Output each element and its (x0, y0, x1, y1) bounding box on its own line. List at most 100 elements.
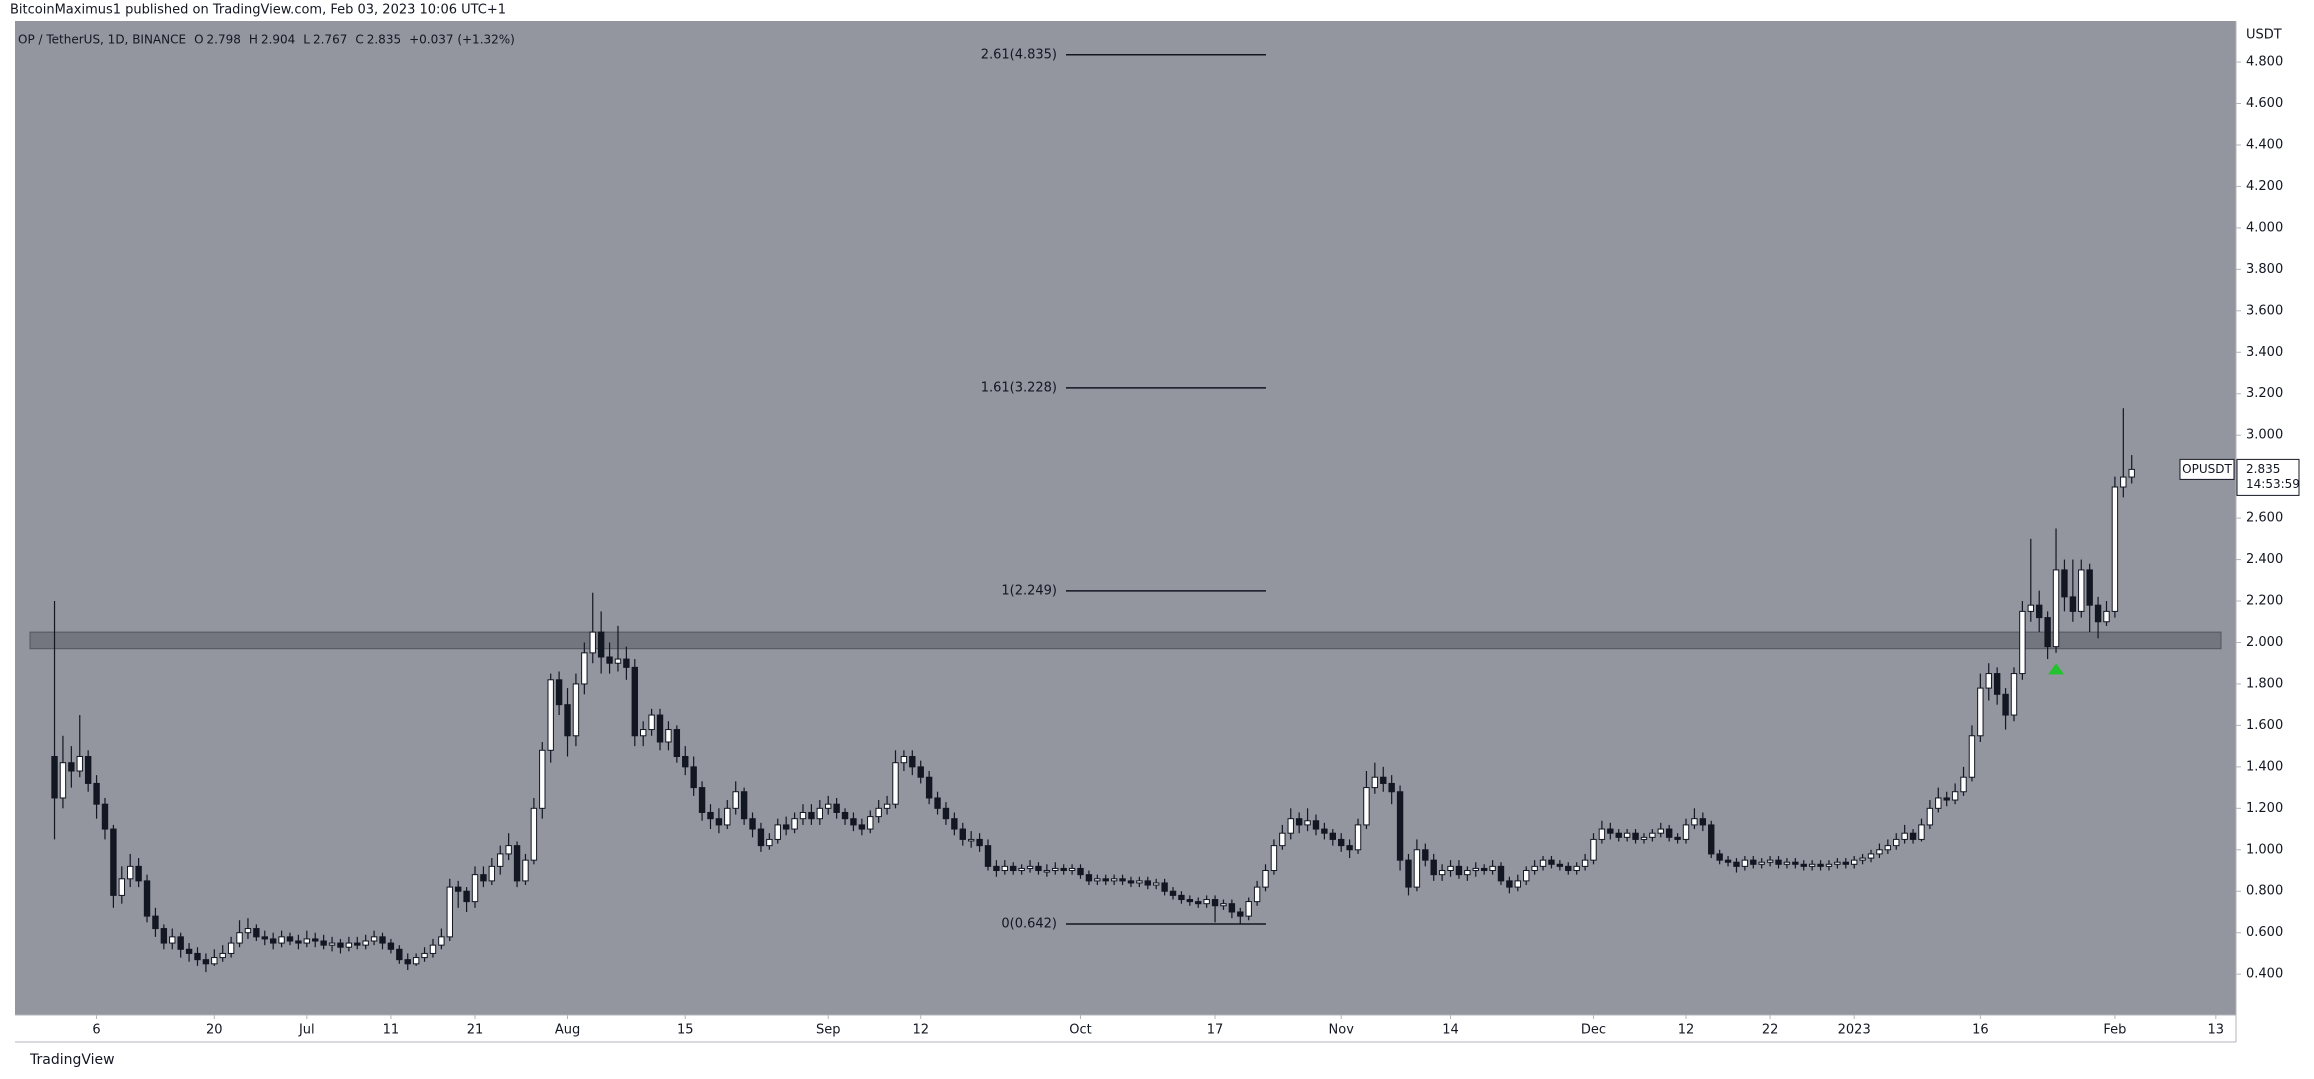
candle-body (1144, 880, 1151, 886)
candle-body (1245, 901, 1252, 917)
candle-body (597, 631, 605, 658)
candle-body (1918, 824, 1925, 840)
candle-body (2103, 610, 2110, 623)
candle-body (2086, 569, 2093, 606)
candle-body (387, 942, 395, 950)
candle-body (883, 803, 891, 809)
candle-body (1531, 865, 1538, 872)
candle-body (1312, 820, 1320, 830)
candle-body (1438, 870, 1446, 876)
y-tick-label: 4.000 (2246, 220, 2283, 235)
candle-body (1068, 867, 1076, 872)
candle-body (1691, 818, 1698, 826)
x-tick-label: 12 (1678, 1023, 1695, 1038)
candle-body (1985, 673, 1992, 689)
arrow-marker (2048, 663, 2065, 675)
x-tick-label: 22 (1762, 1023, 1779, 1038)
x-tick-label: Nov (1329, 1023, 1355, 1038)
candle-body (614, 658, 622, 664)
candle-body (825, 803, 832, 809)
candle-body (1304, 820, 1311, 826)
ohlc-value: 2.904 (261, 33, 295, 47)
y-tick-label: 4.200 (2246, 179, 2283, 194)
candle-body (1102, 878, 1109, 882)
candle-body (867, 816, 874, 830)
candle-body (858, 824, 866, 830)
candle-body (909, 755, 916, 768)
candle-body (396, 948, 403, 961)
candle-body (1489, 865, 1496, 872)
candle-body (1506, 880, 1513, 888)
candle-body (1741, 859, 1749, 867)
candle-body (833, 803, 840, 813)
candle-body (2044, 617, 2051, 648)
candle-body (1792, 861, 1799, 865)
candle-body (522, 859, 529, 882)
candle-body (143, 880, 151, 917)
candle-body (202, 959, 210, 965)
candle-body (1228, 903, 1236, 913)
candle-body (118, 878, 126, 896)
candle-body (110, 828, 117, 896)
candle-body (1850, 859, 1858, 865)
candle-body (1960, 776, 1967, 793)
candle-body (345, 942, 353, 948)
candle-body (581, 652, 588, 685)
candle-body (1497, 865, 1505, 882)
candle-body (1186, 899, 1194, 903)
candle-body (497, 853, 504, 867)
candle-body (1405, 859, 1412, 888)
x-tick-label: 11 (383, 1023, 400, 1038)
candle-body (354, 942, 361, 946)
candle-body (1094, 878, 1101, 882)
candle-body (1926, 807, 1934, 826)
candle-body (1287, 818, 1294, 834)
candle-body (572, 683, 580, 737)
y-tick-label: 4.800 (2246, 55, 2283, 70)
candle-body (1598, 828, 1606, 840)
ohlc-value: 2.767 (313, 33, 347, 47)
candle-body (76, 755, 83, 772)
candle-body (1035, 865, 1042, 872)
ohlc-key: O (194, 33, 203, 47)
candle-body (320, 940, 327, 946)
candle-body (648, 714, 655, 731)
candle-body (1237, 911, 1244, 917)
y-tick-label: 3.400 (2246, 345, 2283, 360)
candle-body (1708, 824, 1715, 855)
candle-body (682, 755, 689, 768)
candle-body (850, 818, 857, 826)
candle-body (438, 936, 445, 946)
plot-background (15, 21, 2236, 1015)
candle-body (951, 818, 958, 830)
candle-body (808, 811, 815, 820)
candle-body (244, 928, 252, 934)
x-tick-label: Feb (2103, 1023, 2126, 1038)
candle-body (379, 936, 386, 944)
x-tick-label: 17 (1207, 1023, 1224, 1038)
candle-body (2061, 569, 2068, 598)
candle-body (1354, 824, 1362, 851)
candle-body (1573, 865, 1580, 872)
candle-body (1825, 863, 1833, 867)
candle-body (194, 952, 201, 961)
x-tick-label: 15 (677, 1023, 694, 1038)
candle-body (1464, 870, 1471, 876)
candle-body (623, 658, 630, 668)
candle-body (555, 679, 563, 706)
ohlc-key: L (303, 33, 310, 47)
candle-body (1808, 863, 1816, 867)
candle-body (1295, 818, 1303, 826)
x-tick-label: 16 (1972, 1023, 1989, 1038)
candle-body (707, 811, 714, 820)
candle-body (1396, 791, 1404, 861)
candle-body (774, 824, 781, 840)
x-tick-label: Jul (298, 1023, 315, 1038)
candle-body (1623, 832, 1631, 838)
y-tick-label: 2.600 (2246, 511, 2283, 526)
ohlc-key: H (249, 33, 258, 47)
candle-body (934, 797, 941, 809)
y-tick-label: 4.400 (2246, 137, 2283, 152)
candle-body (967, 838, 975, 842)
